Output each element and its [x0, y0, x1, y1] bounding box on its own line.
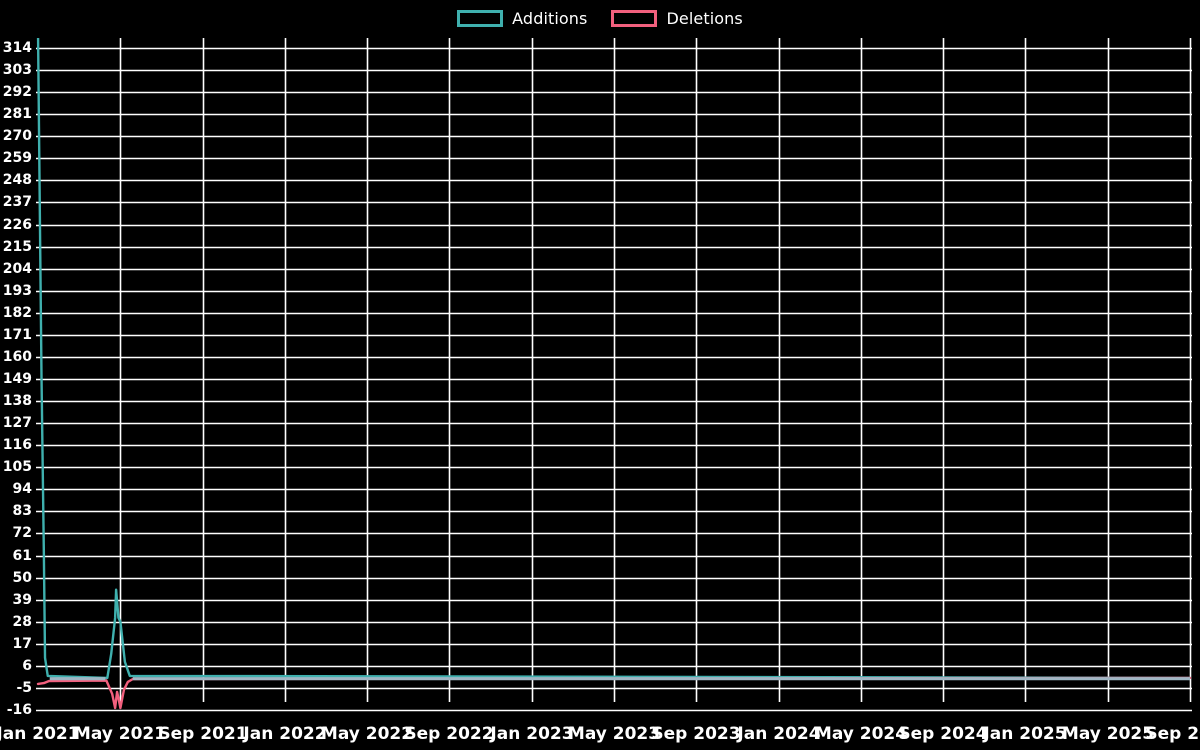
y-tick-label: 292 [2, 84, 32, 101]
data-series-layer [36, 38, 1192, 710]
legend-label-deletions: Deletions [666, 8, 743, 28]
y-tick-label: 171 [2, 326, 32, 343]
x-tick-label: Jan 2021 [0, 724, 80, 744]
x-axis: Jan 2021 May 2021 Sep 2021 Jan 2022 May 2022… [0, 724, 1200, 750]
y-tick-label: 72 [12, 525, 32, 542]
y-tick-label: 281 [2, 106, 32, 123]
legend-swatch-deletions [611, 9, 658, 27]
x-tick-label: Jan 2023 [490, 724, 574, 744]
x-tick-label: May 2023 [567, 724, 661, 744]
plot-area [36, 38, 1192, 720]
x-tick-label: May 2025 [1061, 724, 1155, 744]
x-tick-label: Jan 2024 [737, 724, 821, 744]
chart-legend: Additions Deletions [0, 0, 1200, 36]
y-tick-label: 160 [2, 348, 32, 365]
x-tick-label: Sep 2023 [651, 724, 741, 744]
legend-item-deletions[interactable]: Deletions [611, 8, 743, 28]
y-tick-label: -5 [16, 679, 32, 696]
y-tick-label: 149 [2, 371, 32, 387]
y-tick-label: 6 [22, 657, 32, 674]
y-tick-label: 39 [12, 591, 32, 608]
line-additions [36, 38, 1192, 680]
y-tick-label: 215 [2, 238, 32, 255]
y-axis: 314 303 292 281 270 259 248 237 226 215 204 193 182 1… [0, 38, 32, 720]
y-tick-label: 94 [12, 481, 32, 498]
y-tick-label: 61 [12, 547, 32, 564]
y-tick-label: 237 [2, 194, 32, 211]
vertical-gridlines [119, 38, 1192, 702]
y-tick-label: 138 [2, 393, 32, 410]
y-tick-label: 248 [2, 172, 32, 189]
legend-item-additions[interactable]: Additions [457, 9, 587, 28]
x-tick-label: Jan 2022 [243, 724, 327, 744]
y-tick-label: 182 [2, 304, 32, 321]
x-tick-label: Sep 2024 [898, 724, 988, 744]
y-tick-label: 83 [12, 503, 32, 520]
legend-label-additions: Additions [512, 8, 588, 28]
x-tick-label: May 2021 [73, 724, 167, 744]
x-tick-label: Sep 2021 [158, 724, 248, 744]
y-tick-label: 314 [2, 40, 32, 56]
y-tick-label: 303 [2, 62, 32, 79]
legend-swatch-additions [457, 9, 504, 27]
y-tick-label: -16 [6, 702, 32, 718]
y-tick-label: 105 [2, 459, 32, 476]
y-tick-label: 116 [2, 437, 32, 454]
y-tick-label: 17 [12, 635, 32, 652]
x-tick-label: Sep 2025 [1145, 724, 1200, 744]
line-deletions [36, 676, 1192, 710]
x-tick-label: Jan 2025 [983, 724, 1067, 744]
plot-canvas [36, 38, 1192, 712]
y-tick-label: 28 [12, 613, 32, 630]
x-tick-label: Sep 2022 [404, 724, 494, 744]
x-tick-label: May 2024 [814, 724, 908, 744]
y-tick-label: 270 [2, 128, 32, 145]
y-tick-label: 193 [2, 282, 32, 299]
y-tick-label: 226 [2, 216, 32, 233]
y-tick-label: 204 [2, 260, 32, 277]
y-tick-label: 50 [12, 569, 32, 586]
y-tick-label: 127 [2, 415, 32, 432]
x-tick-label: May 2022 [320, 724, 414, 744]
y-tick-label: 259 [2, 150, 32, 167]
